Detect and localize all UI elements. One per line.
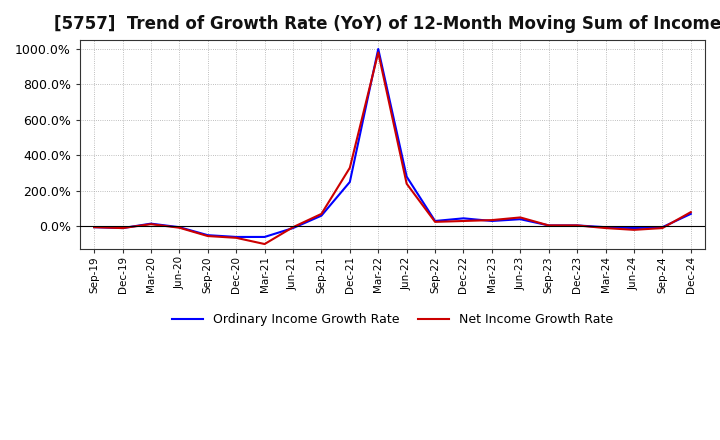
Ordinary Income Growth Rate xyxy=(630,225,639,231)
Ordinary Income Growth Rate xyxy=(402,174,411,179)
Ordinary Income Growth Rate xyxy=(516,216,525,222)
Net Income Growth Rate xyxy=(232,235,240,241)
Net Income Growth Rate xyxy=(544,223,553,228)
Ordinary Income Growth Rate xyxy=(487,218,496,224)
Net Income Growth Rate xyxy=(658,225,667,231)
Ordinary Income Growth Rate xyxy=(260,235,269,240)
Net Income Growth Rate xyxy=(630,227,639,232)
Ordinary Income Growth Rate xyxy=(175,224,184,230)
Net Income Growth Rate xyxy=(289,224,297,230)
Line: Net Income Growth Rate: Net Income Growth Rate xyxy=(94,52,690,244)
Net Income Growth Rate xyxy=(402,181,411,187)
Title: [5757]  Trend of Growth Rate (YoY) of 12-Month Moving Sum of Incomes: [5757] Trend of Growth Rate (YoY) of 12-… xyxy=(54,15,720,33)
Ordinary Income Growth Rate xyxy=(90,224,99,230)
Ordinary Income Growth Rate xyxy=(658,224,667,230)
Ordinary Income Growth Rate xyxy=(459,216,468,221)
Legend: Ordinary Income Growth Rate, Net Income Growth Rate: Ordinary Income Growth Rate, Net Income … xyxy=(166,308,618,331)
Net Income Growth Rate xyxy=(431,219,439,224)
Ordinary Income Growth Rate xyxy=(431,218,439,224)
Net Income Growth Rate xyxy=(317,211,325,216)
Net Income Growth Rate xyxy=(573,223,582,228)
Ordinary Income Growth Rate xyxy=(317,213,325,218)
Net Income Growth Rate xyxy=(487,217,496,223)
Ordinary Income Growth Rate xyxy=(232,235,240,240)
Net Income Growth Rate xyxy=(204,233,212,238)
Ordinary Income Growth Rate xyxy=(147,221,156,226)
Net Income Growth Rate xyxy=(459,218,468,224)
Net Income Growth Rate xyxy=(175,225,184,231)
Net Income Growth Rate xyxy=(118,225,127,231)
Ordinary Income Growth Rate xyxy=(544,223,553,228)
Ordinary Income Growth Rate xyxy=(601,224,610,230)
Line: Ordinary Income Growth Rate: Ordinary Income Growth Rate xyxy=(94,49,690,237)
Ordinary Income Growth Rate xyxy=(204,232,212,238)
Net Income Growth Rate xyxy=(147,221,156,227)
Net Income Growth Rate xyxy=(346,165,354,170)
Net Income Growth Rate xyxy=(374,50,382,55)
Ordinary Income Growth Rate xyxy=(118,225,127,231)
Ordinary Income Growth Rate xyxy=(346,180,354,185)
Net Income Growth Rate xyxy=(260,242,269,247)
Net Income Growth Rate xyxy=(686,209,695,215)
Net Income Growth Rate xyxy=(601,225,610,231)
Ordinary Income Growth Rate xyxy=(573,223,582,228)
Ordinary Income Growth Rate xyxy=(374,46,382,51)
Net Income Growth Rate xyxy=(516,215,525,220)
Ordinary Income Growth Rate xyxy=(686,211,695,216)
Ordinary Income Growth Rate xyxy=(289,225,297,231)
Net Income Growth Rate xyxy=(90,224,99,230)
